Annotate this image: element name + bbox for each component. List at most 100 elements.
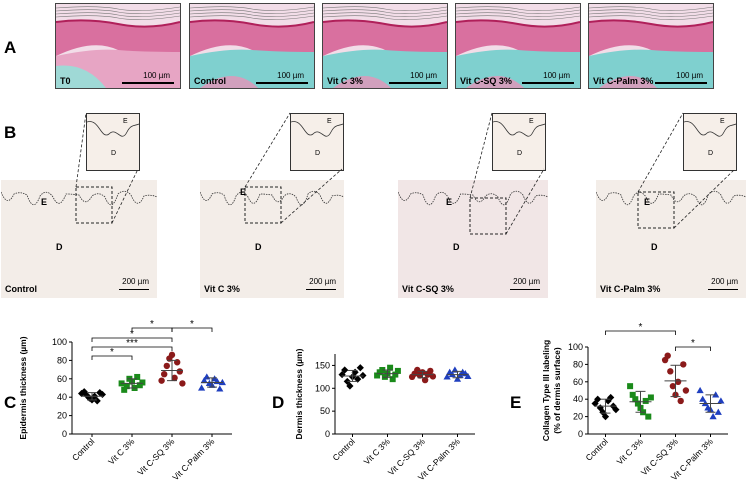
data-point	[374, 372, 381, 379]
data-point	[448, 370, 456, 378]
data-point	[134, 373, 141, 380]
micrograph-4: E D Vit C-Palm 3% 200 µm	[596, 180, 746, 298]
significance-label: *	[190, 319, 194, 330]
data-point	[341, 366, 349, 374]
data-point	[696, 386, 704, 394]
data-point	[453, 375, 462, 382]
y-tick-label: 100	[52, 337, 67, 347]
x-tick-label: Vit C-SQ 3%	[135, 436, 176, 477]
chart-d: 0 50 100 150 Dermis thickness (µm) Control Vit…	[294, 348, 475, 482]
data-point	[389, 376, 396, 383]
data-point	[709, 413, 717, 420]
scale-bar	[122, 82, 174, 84]
data-point	[200, 377, 208, 384]
x-tick-label: Vit C-Palm 3%	[170, 436, 216, 482]
y-tick-label: 50	[320, 406, 330, 416]
data-point	[677, 397, 684, 405]
scale-bar	[306, 288, 336, 290]
histology-drawing	[323, 6, 447, 88]
inset-drawing	[493, 121, 545, 137]
data-point	[464, 372, 472, 379]
x-tick-label: Vit C 3%	[615, 436, 646, 467]
y-tick-label: 100	[568, 342, 583, 352]
scale-bar	[522, 82, 574, 84]
data-point	[203, 373, 211, 380]
data-point	[161, 371, 168, 378]
data-point	[642, 397, 649, 404]
y-tick-label: 100	[315, 383, 330, 393]
scale-bar-label: 100 µm	[143, 71, 170, 80]
zoom-connectors	[75, 112, 736, 235]
data-point	[379, 367, 386, 373]
y-axis-label: Epidermis thickness (µm)	[18, 336, 28, 439]
data-point	[599, 408, 607, 416]
panel-letter-d: D	[272, 393, 285, 412]
micrograph-drawing	[200, 186, 344, 224]
histology-label: Control	[194, 76, 226, 86]
histology-drawing	[456, 6, 580, 88]
data-point	[158, 377, 165, 384]
data-point	[421, 376, 429, 384]
y-tick-label: 0	[325, 429, 330, 439]
significance-bracket	[605, 330, 676, 335]
epidermis-label: E	[644, 197, 651, 207]
y-tick-label: 60	[57, 374, 67, 384]
scale-bar	[708, 288, 738, 290]
micrograph-drawing	[1, 186, 157, 224]
micrograph-3: E D Vit C-SQ 3% 200 µm	[398, 180, 548, 298]
data-point	[714, 408, 722, 415]
data-point	[392, 371, 399, 378]
significance-bracket	[171, 327, 213, 332]
significance-label: *	[150, 319, 154, 330]
data-point	[394, 367, 401, 374]
data-point	[682, 387, 690, 394]
charts-area: 0 20 40 60 80 100 Epidermis thickness (µm) Cont…	[18, 319, 728, 482]
data-point	[123, 383, 130, 390]
inset-drawing	[87, 121, 139, 137]
inset-dermis-label: D	[708, 150, 714, 157]
significance-label: ***	[126, 338, 138, 349]
y-tick-label: 40	[573, 394, 583, 404]
scale-bar-label: 200 µm	[122, 277, 149, 286]
data-point	[443, 373, 451, 380]
data-point	[645, 413, 652, 420]
y-tick-label: 40	[57, 392, 67, 402]
data-point	[93, 397, 101, 405]
data-point	[179, 380, 186, 387]
chart-e: 0 20 40 60 80 100 Collagen Type III labeling (%…	[541, 322, 728, 482]
chart-c: 0 20 40 60 80 100 Epidermis thickness (µm) Cont…	[18, 319, 232, 482]
histology-image-3: Vit C 3% 100 µm	[322, 3, 448, 89]
micrograph-drawing	[398, 190, 548, 235]
histology-image-4: Vit C-SQ 3% 100 µm	[455, 3, 581, 89]
data-point	[664, 352, 671, 359]
histology-image-1: T0 100 µm	[55, 3, 181, 89]
x-tick-label: Vit C 3%	[362, 436, 393, 467]
scale-bar-label: 100 µm	[277, 71, 304, 80]
micrograph-label: Vit C-Palm 3%	[600, 284, 661, 294]
data-point	[171, 374, 178, 382]
data-point	[121, 386, 128, 393]
data-point	[346, 382, 354, 390]
histology-label: T0	[60, 76, 71, 86]
y-axis-label-2: (% of dermis surface)	[552, 347, 562, 434]
histology-label: Vit C-Palm 3%	[593, 76, 654, 86]
x-tick-label: Control	[330, 436, 357, 463]
scale-bar	[510, 288, 540, 290]
inset-dermis-label: D	[111, 150, 117, 157]
x-tick-label: Control	[70, 436, 97, 463]
y-tick-label: 150	[315, 360, 330, 370]
epidermis-label: E	[446, 197, 453, 207]
data-point	[699, 395, 707, 402]
significance-bracket	[675, 346, 711, 351]
scale-bar-label: 200 µm	[513, 277, 540, 286]
significance-label: *	[110, 347, 114, 358]
epidermis-label: E	[240, 187, 247, 197]
data-point	[669, 382, 677, 390]
data-point	[680, 361, 687, 368]
data-point	[674, 378, 682, 385]
panel-letter-c: C	[4, 393, 17, 412]
data-point	[647, 394, 654, 401]
epidermis-label: E	[41, 197, 48, 207]
